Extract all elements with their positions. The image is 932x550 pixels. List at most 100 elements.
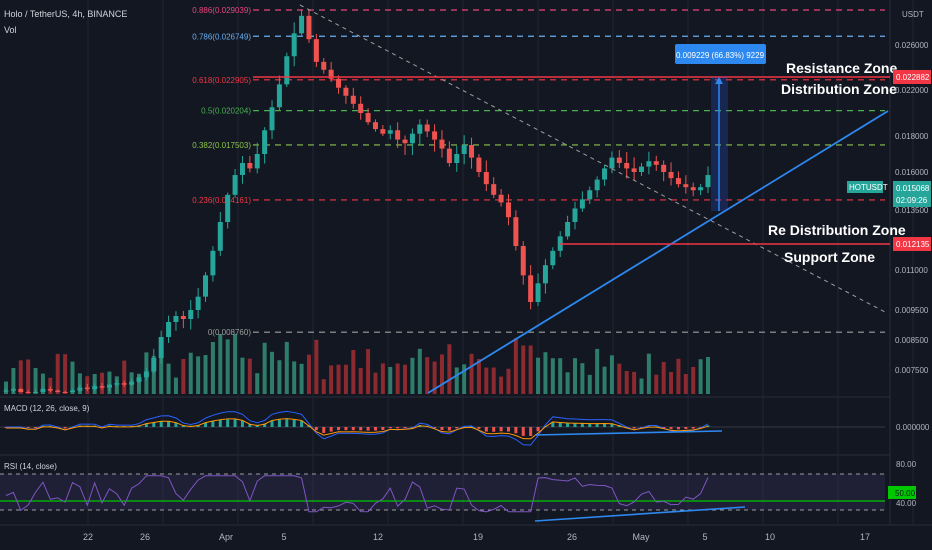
volume-bar	[617, 363, 622, 394]
candle-up	[173, 316, 179, 322]
fib-level-label: 0.618(0.022905)	[192, 76, 251, 85]
macd-histogram-bar	[270, 420, 274, 427]
candle-down	[247, 163, 253, 169]
rsi-trendline[interactable]	[534, 506, 746, 522]
time-tick-label: 26	[567, 532, 577, 542]
macd-histogram-bar	[676, 427, 680, 430]
candle-up	[40, 389, 46, 392]
candle-up	[136, 377, 142, 382]
candle-up	[535, 283, 541, 302]
price-axis[interactable]: 0.026000 0.022000 0.018000 0.016000 0.013500…	[895, 41, 929, 375]
macd-histogram-bar	[536, 427, 540, 432]
candle-up	[33, 392, 39, 393]
volume-bar	[188, 352, 193, 394]
volume-bar	[528, 345, 533, 394]
rsi-mid-tag: 50.00	[895, 489, 916, 498]
macd-histogram-bar	[521, 427, 525, 436]
time-tick-label: 19	[473, 532, 483, 542]
volume-bar	[4, 381, 8, 394]
candle-down	[675, 178, 681, 185]
macd-title: MACD (12, 26, close, 9)	[4, 404, 90, 413]
rsi-tick-80: 80.00	[896, 460, 917, 469]
candle-down	[395, 130, 401, 140]
price-tick-label: 0.008500	[895, 336, 929, 345]
time-tick-label: 17	[860, 532, 870, 542]
macd-histogram-bar	[373, 427, 377, 431]
volume-bar	[262, 342, 267, 394]
volume-bar	[26, 359, 31, 394]
rsi-panel[interactable]	[0, 473, 885, 522]
macd-histogram-bar	[662, 427, 666, 428]
candle-down	[624, 163, 630, 169]
macd-histogram-bar	[455, 427, 459, 429]
candle-up	[565, 222, 571, 237]
macd-histogram-bar	[329, 427, 333, 432]
price-tick-label: 0.018000	[895, 132, 929, 141]
support-zone-label: Support Zone	[784, 249, 875, 265]
fib-level-label: 0.886(0.029039)	[192, 6, 251, 15]
macd-histogram-bar	[211, 421, 215, 427]
rsi-band	[0, 474, 885, 510]
volume-bar	[624, 370, 629, 394]
volume-bar	[395, 363, 400, 394]
macd-histogram-bar	[263, 423, 267, 427]
chart-grid	[87, 0, 914, 525]
fibonacci-retracement[interactable]: 0.886(0.029039) 0.786(0.026749) 0.618(0.02…	[192, 6, 885, 337]
volume-bar	[270, 351, 275, 394]
support-price-tag-bg	[893, 237, 931, 251]
macd-histogram-bar	[359, 427, 363, 431]
volume-bar	[558, 358, 563, 394]
support-price-tag: 0.012135	[896, 240, 930, 249]
volume-bar	[77, 373, 82, 394]
volume-bar	[33, 368, 38, 394]
candle-down	[328, 69, 334, 79]
candle-down	[631, 168, 637, 172]
candle-up	[106, 384, 112, 388]
candle-up	[550, 250, 556, 266]
volume-bar	[661, 361, 666, 394]
candle-down	[498, 194, 504, 203]
candle-up	[705, 175, 711, 188]
symbol-tag: HOTUSDT	[849, 183, 888, 192]
candle-down	[365, 113, 371, 123]
candle-down	[99, 386, 105, 388]
volume-bar	[669, 372, 674, 394]
candle-down	[505, 202, 511, 218]
volume-bar	[572, 358, 577, 394]
macd-histogram-bar	[152, 422, 156, 427]
ascending-trendline[interactable]	[427, 110, 889, 394]
price-tick-label: 0.007500	[895, 366, 929, 375]
macd-histogram-bar	[388, 427, 392, 429]
resistance-zone-label: Resistance Zone	[786, 60, 897, 76]
macd-histogram-bar	[669, 427, 673, 429]
volume-bar	[484, 367, 489, 394]
candle-down	[616, 157, 622, 163]
candle-up	[269, 107, 275, 131]
downtrend-line[interactable]	[299, 4, 886, 313]
volume-bar	[506, 368, 511, 394]
candle-down	[402, 139, 408, 144]
candle-down	[336, 78, 342, 88]
macd-histogram-bar	[277, 419, 281, 427]
candle-up	[203, 275, 209, 297]
volume-bar	[63, 354, 68, 394]
volume-bar	[521, 345, 526, 394]
candle-up	[232, 175, 238, 195]
macd-histogram-bar	[558, 422, 562, 427]
candle-down	[683, 184, 689, 188]
macd-histogram-bar	[580, 423, 584, 427]
macd-panel[interactable]	[0, 410, 885, 446]
macd-histogram-bar	[595, 423, 599, 427]
time-axis[interactable]: 22 26 Apr 5 12 19 26 May 5 10 17	[83, 532, 870, 542]
volume-bar	[462, 364, 467, 394]
rsi-line	[5, 475, 709, 513]
candle-down	[476, 157, 482, 172]
macd-trendline[interactable]	[534, 430, 723, 436]
volume-bar	[565, 372, 570, 394]
macd-histogram-bar	[551, 421, 555, 427]
candle-up	[542, 265, 548, 284]
candle-down	[432, 131, 438, 140]
candle-up	[417, 124, 423, 134]
